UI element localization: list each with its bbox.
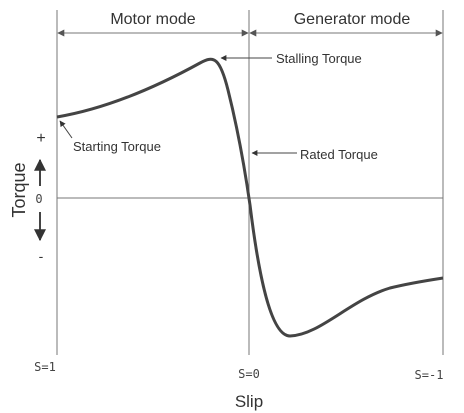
zero-label: 0 [35, 192, 42, 206]
torque-label: Torque [9, 162, 29, 217]
slip-label: Slip [235, 392, 263, 411]
s1-label: S=1 [34, 360, 56, 374]
sm1-label: S=-1 [415, 368, 444, 382]
minus-label: - [39, 248, 44, 264]
starting-arrow [59, 120, 73, 139]
stalling-label: Stalling Torque [276, 51, 362, 66]
plus-label: + [36, 130, 45, 147]
s0-label: S=0 [238, 367, 260, 381]
starting-label: Starting Torque [73, 139, 161, 154]
generator-mode: Generator mode [294, 11, 411, 28]
rated-label: Rated Torque [300, 147, 378, 162]
torque-curve [56, 57, 444, 338]
motor-mode: Motor mode [110, 11, 195, 28]
